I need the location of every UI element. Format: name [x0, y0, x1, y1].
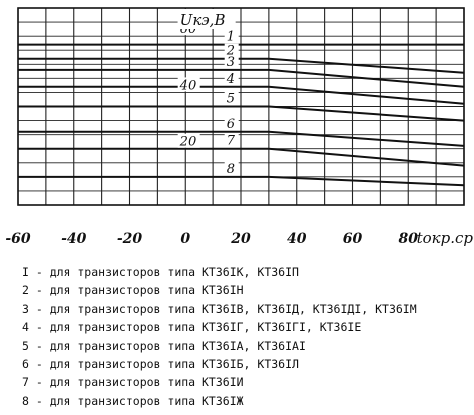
series-label-4: 4 [226, 72, 235, 87]
series-line-7 [18, 147, 465, 167]
series-label-5: 5 [227, 92, 235, 107]
series-label-7: 7 [227, 134, 236, 149]
series-line-6 [18, 130, 465, 147]
x-axis-label: tокр.ср.,°C [417, 229, 474, 247]
x-tick-label: 20 [230, 231, 251, 247]
series-line-2 [18, 57, 465, 74]
y-tick-label-bg [177, 77, 200, 92]
series-line-8 [18, 175, 465, 187]
series-label-1: 1 [227, 30, 235, 45]
legend-item-2: 2 - для транзисторов типа КТ36IН [22, 283, 244, 298]
legend-item-5: 5 - для транзисторов типа КТ36IА, КТ36IА… [22, 338, 306, 353]
x-tick-label: 80 [399, 231, 419, 247]
series-label-bg [224, 161, 239, 175]
x-tick-label: 0 [180, 231, 190, 247]
series-label-3: 3 [227, 55, 235, 70]
y-tick-label-bg [177, 133, 200, 148]
legend-item-3: 3 - для транзисторов типа КТ36IВ, КТ36IД… [22, 301, 417, 316]
series-label-8: 8 [227, 162, 235, 177]
legend-item-6: 6 - для транзисторов типа КТ36IБ, КТ36IЛ [22, 356, 299, 371]
series-label-bg [224, 29, 239, 43]
x-tick-label: -60 [5, 231, 31, 247]
y-axis-label: Uкэ,B [180, 11, 226, 29]
x-tick-label: 40 [287, 231, 307, 247]
series-label-2: 2 [226, 44, 235, 59]
y-tick-label: 40 [179, 78, 197, 93]
series-line-4 [18, 85, 465, 105]
y-tick-label: 20 [179, 135, 197, 150]
y-axis-label-bg [177, 9, 236, 29]
series-label-bg [224, 133, 239, 147]
series-label-bg [224, 54, 239, 68]
series-label-bg [224, 91, 239, 105]
legend-item-8: 8 - для транзисторов типа КТ36IЖ [22, 393, 244, 408]
series-line-3 [18, 68, 465, 88]
x-tick-label: -40 [61, 231, 87, 247]
series-line-5 [18, 105, 465, 122]
legend-item-1: I - для транзисторов типа КТ36IК, КТ36IП [22, 265, 299, 279]
legend-item-4: 4 - для транзисторов типа КТ36IГ, КТ36IГ… [22, 320, 362, 335]
x-tick-label: 60 [343, 231, 363, 247]
x-tick-label: -20 [117, 231, 143, 247]
series-label-bg [224, 43, 239, 57]
series-label-bg [224, 116, 239, 130]
series-label-6: 6 [227, 117, 235, 132]
legend-item-7: 7 - для транзисторов типа КТ36IИ [22, 375, 244, 390]
series-label-bg [224, 71, 239, 85]
chart-legend: I - для транзисторов типа КТ36IК, КТ36IП… [22, 263, 417, 410]
